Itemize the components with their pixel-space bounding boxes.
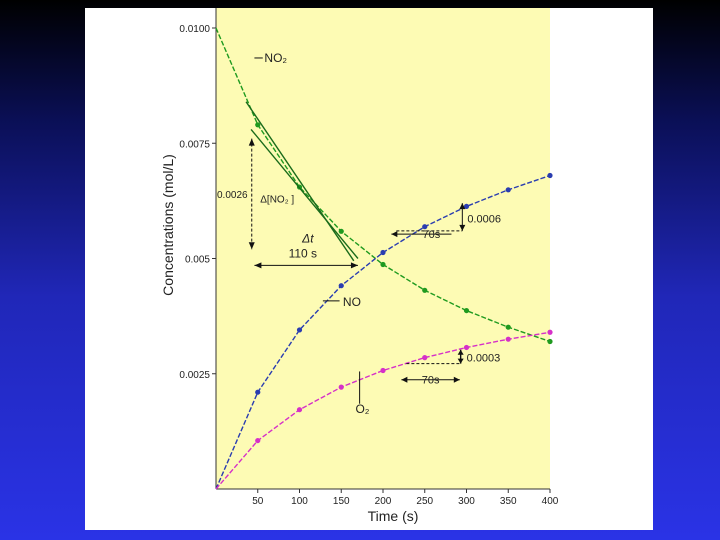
no2-point [255,122,261,128]
o2-point [547,329,553,335]
x-tick-label: 150 [333,496,350,507]
no-delta-arrowhead [459,224,466,231]
slide-panel: 50 100 150 200 250 300 350 400 0.0025 0.005 0.0075… [85,8,653,530]
o2-point [255,437,261,444]
o2-point [505,336,511,342]
no2-point [380,261,386,268]
delta-t-value: 110 s [289,247,317,261]
x-tick-label: 200 [375,496,392,507]
no-point [338,283,344,289]
no-point [422,224,428,230]
o2-point [422,355,428,361]
o2-time-arrowhead [453,376,460,383]
o2-delta-value: 0.0003 [467,353,501,365]
series-layer [215,27,553,490]
delta-no2-value: 0.0026 [217,190,248,201]
x-tick-label: 250 [416,496,433,507]
concentration-chart: 50 100 150 200 250 300 350 400 0.0025 0.005 0.0075… [160,8,559,524]
delta-no2-arrowhead [248,242,255,250]
delta-t-arrowhead [350,262,358,269]
x-axis-label: Time (s) [368,508,419,524]
o2-delta-time: 70s [422,375,440,387]
no2-point [338,228,344,234]
no-point [505,187,511,193]
plot-area [216,8,550,489]
no-time-arrowhead [391,231,398,238]
delta-t-symbol: Δt [301,231,314,245]
x-tick-label: 400 [542,496,559,507]
o2-point [380,367,386,374]
o2-point [338,384,344,390]
o2-time-arrowhead [401,376,408,383]
x-tick-label: 350 [500,496,517,507]
no-delta-arrowhead [459,203,466,210]
no-point [547,172,553,179]
no2-tangent-line [245,101,355,262]
no2-point [422,287,428,293]
y-tick-label: 0.0075 [179,139,210,150]
y-axis-label: Concentrations (mol/L) [160,154,176,296]
no2-point [463,307,470,314]
annotations: NO₂ NO O₂ 0.0026 Δ[NO₂ ] Δt 110 s 0.0006 70s 0.00… [217,51,501,416]
o2-delta-arrowhead [457,358,464,364]
axes: 50 100 150 200 250 300 350 400 0.0025 0.005 0.0075… [179,8,559,507]
x-tick-label: 300 [458,496,475,507]
delta-no2-label: Δ[NO₂ ] [260,195,294,206]
o2-point [296,407,303,413]
no-delta-value: 0.0006 [467,213,501,225]
x-tick-label: 50 [252,496,264,507]
no-delta-time: 70s [423,229,441,241]
no2-point [547,338,553,345]
y-tick-label: 0.0100 [179,24,210,35]
y-tick-label: 0.005 [185,255,210,266]
x-tick-label: 100 [291,496,308,507]
no2-tangent-line [250,128,359,259]
no2-point [505,324,511,330]
no2-series-label: NO₂ [264,51,287,65]
no-point [296,327,303,333]
o2-line [215,331,551,490]
no-series-label: NO [343,295,361,309]
delta-t-arrowhead [254,262,262,269]
delta-no2-arrowhead [248,138,255,146]
o2-point [463,344,470,351]
y-tick-label: 0.0025 [179,370,210,381]
o2-series-label: O₂ [355,402,369,416]
no-point [463,203,470,210]
o2-delta-arrowhead [457,349,464,355]
no-point [255,389,261,395]
no-point [380,249,386,256]
